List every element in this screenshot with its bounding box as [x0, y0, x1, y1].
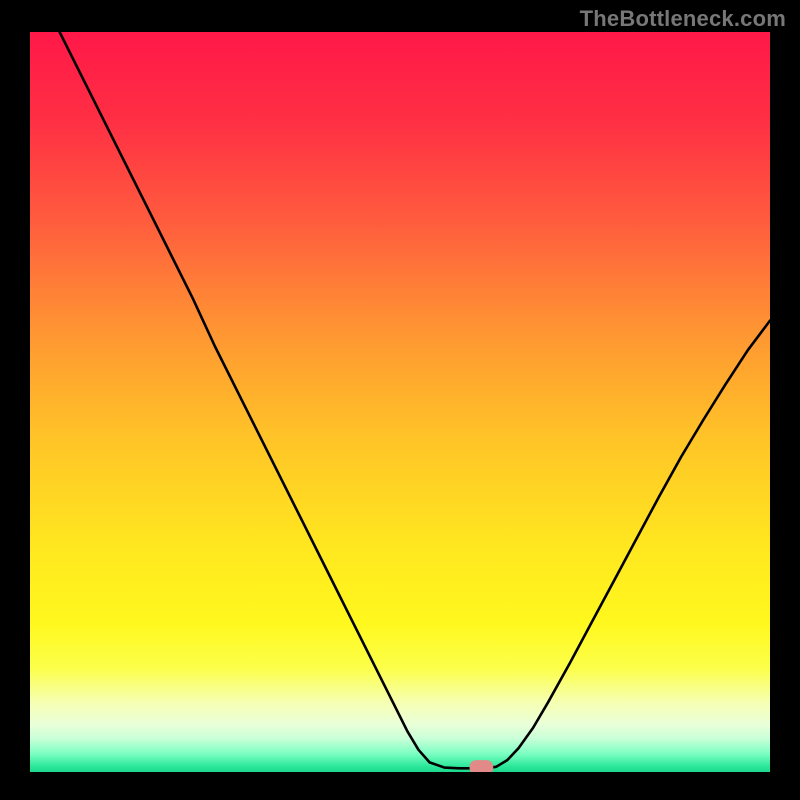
plot-area [30, 32, 770, 772]
watermark-text: TheBottleneck.com [580, 6, 786, 32]
optimal-marker [470, 760, 494, 772]
chart-frame: TheBottleneck.com [0, 0, 800, 800]
gradient-backdrop [30, 32, 770, 772]
bottleneck-curve-chart [30, 32, 770, 772]
